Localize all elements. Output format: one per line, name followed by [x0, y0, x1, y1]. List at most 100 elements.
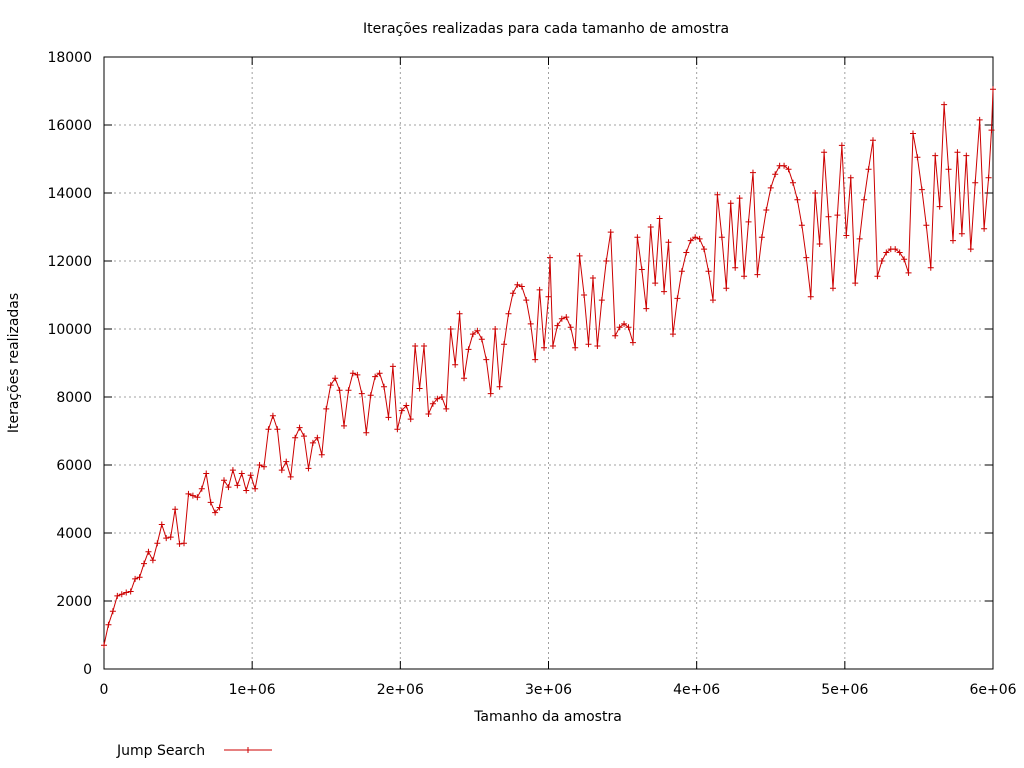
data-point [216, 504, 223, 511]
data-point [247, 472, 254, 479]
x-axis-label: Tamanho da amostra [473, 709, 622, 725]
data-point [812, 190, 819, 196]
data-point [825, 213, 832, 220]
data-point [398, 407, 405, 414]
data-point [478, 336, 485, 343]
data-point [794, 196, 801, 203]
data-point [429, 400, 436, 407]
x-tick-label: 0 [100, 682, 109, 698]
data-point [172, 506, 179, 513]
data-point [367, 392, 374, 399]
data-point [981, 225, 988, 232]
data-point [549, 343, 556, 349]
data-point [496, 383, 503, 390]
data-point [625, 324, 632, 331]
data-point [669, 331, 676, 338]
data-point [287, 473, 294, 480]
data-point [661, 288, 668, 295]
grid-lines [104, 57, 993, 669]
data-point [892, 246, 899, 253]
y-tick-label: 12000 [47, 254, 92, 270]
data-point [865, 166, 872, 173]
axis-ticks: 0 1e+06 2e+06 3e+06 4e+06 5e+06 6e+06 0 2000 4000… [47, 50, 1016, 698]
data-point [843, 232, 850, 239]
data-point [536, 286, 543, 293]
data-point [323, 405, 330, 412]
data-point [896, 249, 903, 256]
data-point [807, 293, 814, 300]
data-point [687, 237, 694, 244]
data-point [554, 322, 561, 329]
data-point [763, 207, 770, 213]
data-point [545, 293, 552, 300]
data-point [149, 557, 156, 564]
data-point [269, 412, 276, 419]
data-point [718, 234, 725, 241]
data-point [465, 346, 472, 353]
data-point [523, 297, 530, 304]
data-point [198, 485, 205, 492]
data-point [332, 375, 339, 382]
data-point [327, 382, 334, 389]
x-tick-label: 5e+06 [821, 682, 868, 698]
data-point [296, 424, 303, 431]
data-point [572, 344, 579, 351]
data-point [909, 130, 916, 137]
data-point [434, 395, 441, 402]
data-point [967, 246, 974, 253]
data-point [167, 534, 174, 541]
data-point [443, 405, 450, 412]
data-point [589, 275, 596, 281]
data-point [563, 314, 570, 321]
data-point [238, 470, 245, 477]
y-tick-label: 2000 [56, 594, 92, 610]
data-point [305, 465, 312, 472]
data-point [372, 373, 379, 380]
y-tick-label: 18000 [47, 50, 92, 66]
data-point [336, 387, 343, 394]
data-point [758, 234, 765, 241]
data-point [514, 281, 521, 288]
data-point [438, 394, 445, 400]
data-point [301, 433, 308, 440]
data-point [829, 285, 836, 292]
x-tick-label: 1e+06 [229, 682, 276, 698]
data-point [207, 499, 214, 506]
data-point [132, 575, 139, 582]
data-point [376, 370, 383, 377]
data-point [229, 467, 236, 474]
data-point [358, 390, 365, 397]
data-point [852, 280, 859, 287]
data-point [918, 186, 925, 193]
data-point [483, 356, 490, 363]
data-point [283, 458, 290, 465]
data-point [425, 411, 432, 417]
data-point [638, 266, 645, 273]
data-point [487, 390, 494, 397]
data-point [674, 295, 681, 302]
data-point [736, 195, 743, 202]
data-point [785, 166, 792, 173]
x-tick-label: 2e+06 [377, 682, 424, 698]
data-point [509, 290, 516, 297]
y-tick-label: 0 [83, 662, 92, 678]
data-point [261, 463, 268, 470]
data-point [990, 86, 996, 93]
data-point [141, 560, 148, 567]
data-point [634, 234, 641, 241]
data-point [629, 339, 636, 346]
data-point [501, 341, 508, 348]
y-tick-label: 10000 [47, 322, 92, 338]
data-point [745, 218, 752, 225]
data-point [309, 439, 316, 446]
data-point [212, 509, 219, 516]
data-point [727, 200, 734, 207]
data-point [154, 540, 161, 547]
data-point [145, 548, 152, 555]
data-point [949, 237, 956, 244]
data-point [988, 127, 995, 134]
data-point [683, 249, 690, 256]
data-point [692, 234, 699, 241]
data-point [741, 273, 748, 280]
data-point [252, 485, 259, 492]
